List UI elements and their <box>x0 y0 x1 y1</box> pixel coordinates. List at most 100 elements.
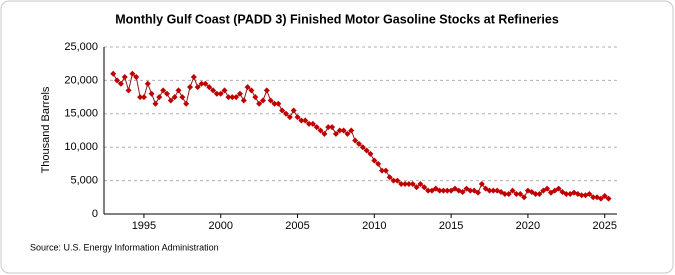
data-point <box>532 190 539 197</box>
data-point <box>371 157 378 164</box>
data-point <box>317 127 324 134</box>
data-point <box>521 194 528 201</box>
data-point <box>187 84 194 91</box>
data-point <box>302 117 309 124</box>
data-point <box>137 94 144 101</box>
data-point <box>190 74 197 81</box>
data-point <box>252 94 259 101</box>
data-point <box>121 74 128 81</box>
data-point <box>332 130 339 137</box>
data-point <box>390 177 397 184</box>
data-point <box>321 130 328 137</box>
data-point <box>478 180 485 187</box>
data-point <box>198 80 205 87</box>
data-point <box>236 90 243 97</box>
data-point <box>352 137 359 144</box>
data-point <box>167 97 174 104</box>
y-axis-label: Thousand Barrels <box>40 86 52 173</box>
data-point <box>129 70 136 77</box>
data-point <box>359 144 366 151</box>
data-point <box>213 90 220 97</box>
data-point <box>290 107 297 114</box>
data-point <box>367 150 374 157</box>
data-point <box>605 195 612 202</box>
data-point <box>601 192 608 199</box>
y-tick-label: 15,000 <box>64 108 98 120</box>
data-point <box>313 124 320 131</box>
x-tick-label: 2025 <box>592 220 616 232</box>
data-point <box>329 124 336 131</box>
data-point <box>509 187 516 194</box>
data-point <box>348 127 355 134</box>
data-point <box>486 187 493 194</box>
y-tick-label: 20,000 <box>64 74 98 86</box>
data-point <box>156 94 163 101</box>
data-point <box>340 127 347 134</box>
data-point <box>402 180 409 187</box>
data-point <box>140 94 147 101</box>
chart-title: Monthly Gulf Coast (PADD 3) Finished Mot… <box>115 12 559 26</box>
data-point <box>578 192 585 199</box>
data-point <box>436 187 443 194</box>
data-point <box>229 94 236 101</box>
data-point <box>267 97 274 104</box>
data-point <box>513 190 520 197</box>
data-point <box>425 187 432 194</box>
data-point <box>336 127 343 134</box>
y-tick-label: 10,000 <box>64 141 98 153</box>
x-tick-label: 2010 <box>362 220 386 232</box>
data-point <box>363 147 370 154</box>
data-point <box>271 100 278 107</box>
data-point <box>544 185 551 192</box>
data-point <box>248 87 255 94</box>
y-tick-label: 0 <box>92 208 98 220</box>
data-point <box>110 70 117 77</box>
data-point <box>179 94 186 101</box>
data-point <box>440 187 447 194</box>
data-point <box>597 195 604 202</box>
data-point <box>194 84 201 91</box>
data-point <box>505 190 512 197</box>
data-point <box>306 120 313 127</box>
data-line <box>112 72 609 200</box>
data-point <box>409 180 416 187</box>
data-point <box>563 190 570 197</box>
data-point <box>240 97 247 104</box>
data-point <box>398 180 405 187</box>
data-point <box>298 117 305 124</box>
data-point <box>152 100 159 107</box>
x-tick-label: 2005 <box>285 220 309 232</box>
data-point <box>125 87 132 94</box>
data-point <box>279 107 286 114</box>
data-point <box>382 167 389 174</box>
data-point <box>490 187 497 194</box>
data-point <box>283 110 290 117</box>
data-point <box>160 87 167 94</box>
data-point <box>286 114 293 121</box>
data-point <box>309 120 316 127</box>
data-point <box>344 130 351 137</box>
data-point <box>536 190 543 197</box>
data-point <box>405 180 412 187</box>
data-point <box>175 87 182 94</box>
data-point <box>459 188 466 195</box>
data-point <box>114 77 121 84</box>
data-point <box>148 90 155 97</box>
data-point <box>375 160 382 167</box>
data-point <box>133 74 140 81</box>
data-point <box>233 94 240 101</box>
data-point <box>421 184 428 191</box>
data-point <box>163 90 170 97</box>
data-point <box>263 87 270 94</box>
data-point <box>413 184 420 191</box>
x-tick-label: 2020 <box>516 220 540 232</box>
data-point <box>394 177 401 184</box>
data-point <box>244 84 251 91</box>
y-tick-label: 5,000 <box>70 175 98 187</box>
data-point <box>144 80 151 87</box>
data-point <box>275 100 282 107</box>
data-point <box>294 114 301 121</box>
data-point <box>355 140 362 147</box>
